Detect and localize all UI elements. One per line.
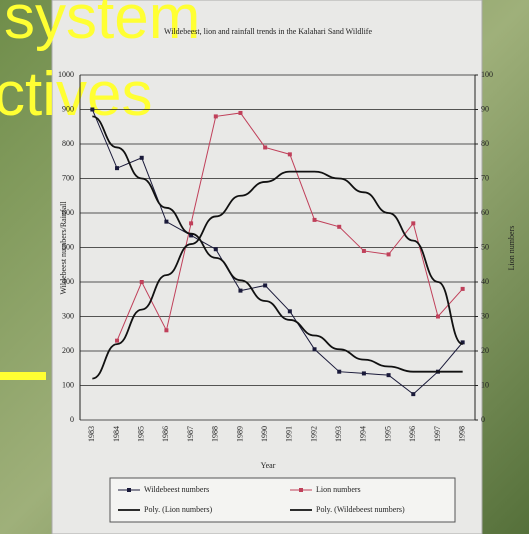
- y-tick-label: 1000: [58, 70, 74, 79]
- y2-tick-label: 70: [481, 173, 489, 182]
- y-tick-label: 700: [62, 173, 74, 182]
- data-point: [386, 373, 391, 378]
- y2-tick-label: 20: [481, 346, 489, 355]
- data-point: [337, 224, 342, 229]
- data-point: [263, 283, 268, 288]
- data-point: [411, 392, 416, 397]
- data-point: [460, 340, 465, 345]
- y2-tick-label: 80: [481, 139, 489, 148]
- data-point: [139, 280, 144, 284]
- y2-axis-label: Lion numbers: [507, 226, 516, 271]
- data-point: [411, 221, 416, 226]
- x-tick-label: 1998: [457, 426, 466, 442]
- chart-title: Wildebeest, lion and rainfall trends in …: [164, 27, 372, 36]
- data-point: [164, 328, 169, 333]
- x-tick-label: 1992: [309, 426, 318, 442]
- data-point: [164, 219, 169, 224]
- data-point: [460, 286, 465, 291]
- y-axis-label: Wildebeest numbers/Rainfall: [59, 201, 68, 295]
- data-point: [213, 247, 218, 252]
- slide-dash: [0, 372, 46, 380]
- x-axis-label: Year: [261, 461, 276, 470]
- legend-label: Poly. (Wildebeest numbers): [316, 505, 405, 514]
- y-tick-label: 500: [62, 242, 74, 251]
- data-point: [189, 221, 194, 226]
- data-point: [337, 369, 342, 374]
- x-tick-label: 1996: [408, 426, 417, 442]
- data-point: [213, 114, 218, 119]
- y2-tick-label: 30: [481, 311, 489, 320]
- series-line: [91, 109, 464, 395]
- x-tick-label: 1993: [334, 426, 343, 442]
- x-tick-label: 1994: [359, 426, 368, 442]
- y2-tick-label: 100: [481, 70, 493, 79]
- legend-label: Poly. (Lion numbers): [144, 505, 212, 514]
- data-point: [189, 233, 194, 238]
- data-point: [90, 107, 95, 112]
- data-point: [312, 217, 317, 222]
- legend-marker: [299, 488, 303, 492]
- slide-title: system: [4, 0, 200, 52]
- x-tick-label: 1985: [137, 426, 146, 442]
- data-point: [238, 288, 243, 293]
- y2-tick-label: 40: [481, 277, 489, 286]
- data-point: [287, 152, 292, 157]
- chart-panel: [51, 0, 483, 534]
- data-point: [238, 110, 243, 115]
- x-tick-label: 1997: [433, 426, 442, 442]
- y-tick-label: 900: [62, 104, 74, 113]
- y-tick-label: 400: [62, 277, 74, 286]
- y-tick-label: 100: [62, 380, 74, 389]
- data-point: [435, 314, 440, 319]
- y-tick-label: 200: [62, 346, 74, 355]
- data-point: [287, 309, 292, 314]
- x-tick-label: 1983: [87, 426, 96, 442]
- data-point: [312, 347, 317, 352]
- data-point: [139, 155, 144, 160]
- y2-tick-label: 60: [481, 208, 489, 217]
- x-tick-label: 1990: [260, 426, 269, 442]
- legend-label: Wildebeest numbers: [144, 485, 209, 494]
- data-point: [115, 338, 120, 343]
- data-point: [386, 252, 391, 257]
- y-tick-label: 800: [62, 139, 74, 148]
- y-tick-label: 0: [70, 415, 74, 424]
- legend-label: Lion numbers: [316, 485, 361, 494]
- data-point: [361, 248, 366, 253]
- y2-tick-label: 10: [481, 380, 489, 389]
- x-tick-label: 1984: [112, 426, 121, 442]
- series-line: [92, 170, 464, 380]
- x-tick-label: 1987: [186, 426, 195, 442]
- series-line: [92, 115, 463, 373]
- data-point: [263, 145, 268, 150]
- x-tick-label: 1986: [161, 426, 170, 442]
- y2-tick-label: 50: [481, 242, 489, 251]
- data-point: [361, 371, 366, 376]
- y2-tick-label: 0: [481, 415, 485, 424]
- data-point: [115, 166, 120, 171]
- legend: [109, 477, 456, 523]
- x-tick-label: 1995: [383, 426, 392, 442]
- y-tick-label: 300: [62, 311, 74, 320]
- x-tick-label: 1991: [285, 426, 294, 442]
- y2-tick-label: 90: [481, 104, 489, 113]
- x-tick-label: 1989: [235, 426, 244, 442]
- y-tick-label: 600: [62, 208, 74, 217]
- slide-title: ctives: [0, 60, 152, 129]
- x-tick-label: 1988: [211, 426, 220, 442]
- legend-marker: [127, 488, 131, 492]
